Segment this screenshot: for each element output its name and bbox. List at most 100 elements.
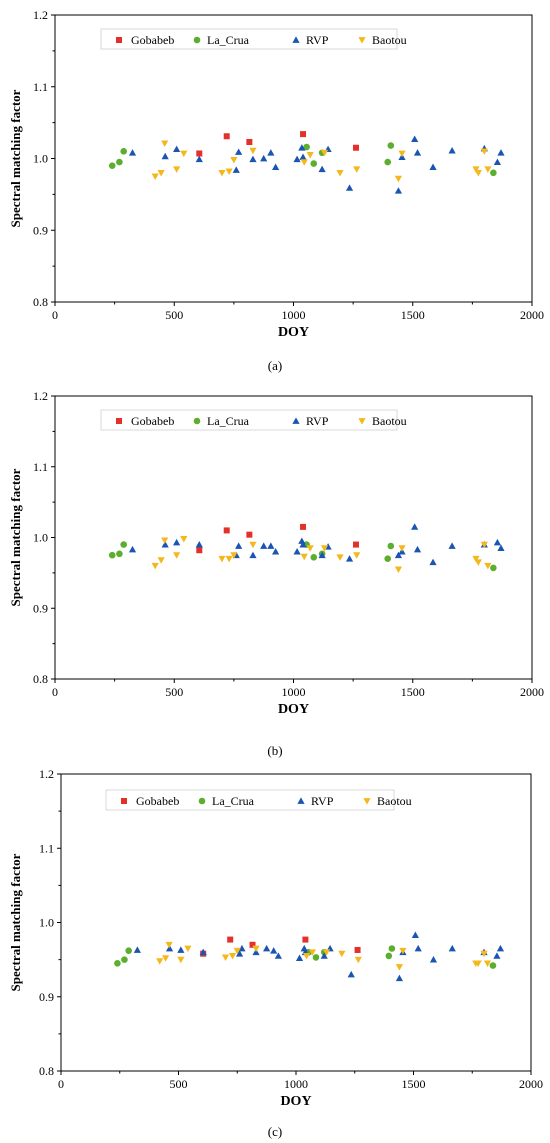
data-point-gobabeb [302, 936, 309, 943]
data-point-rvp [128, 149, 137, 156]
x-tick-label: 1500 [401, 308, 425, 322]
plot-frame [54, 395, 533, 680]
data-point-rvp [493, 952, 501, 959]
data-point-baotou [399, 947, 407, 955]
data-point-rvp [232, 166, 240, 173]
data-point-baotou [480, 148, 488, 155]
y-tick-label: 1.1 [33, 460, 48, 474]
data-point-rvp [272, 163, 280, 170]
data-point-rvp [299, 153, 307, 160]
data-point-baotou [320, 149, 329, 157]
legend-box [105, 789, 395, 811]
y-tick-label: 1.1 [39, 841, 54, 855]
data-point-baotou [230, 552, 238, 559]
data-point-baotou [233, 947, 241, 955]
y-axis-label: Spectral matching factor [8, 468, 23, 606]
data-point-la-crua [125, 947, 132, 955]
x-axis-label: DOY [280, 1094, 311, 1109]
data-point-baotou [306, 545, 314, 552]
data-point-baotou [173, 552, 181, 559]
legend-label: Baotou [372, 414, 407, 428]
legend-marker-la-crua [193, 417, 201, 425]
data-point-baotou [230, 157, 238, 164]
data-point-la-crua [490, 169, 497, 177]
data-point-la-crua [385, 952, 393, 960]
data-point-baotou [300, 159, 308, 166]
legend-label: La_Crua [212, 794, 255, 808]
y-tick-label: 1.2 [33, 8, 48, 22]
x-tick-label: 0 [58, 1077, 64, 1091]
y-tick-label: 1.0 [39, 916, 54, 930]
data-point-gobabeb [223, 133, 230, 140]
legend-marker-rvp [292, 417, 300, 424]
data-point-baotou [156, 958, 164, 965]
data-point-baotou [395, 964, 403, 971]
x-axis-label: DOY [278, 702, 309, 717]
y-tick-label: 0.8 [39, 1064, 54, 1078]
data-point-la-crua [303, 143, 310, 151]
data-point-baotou [228, 953, 237, 960]
y-tick-label: 1.0 [33, 531, 48, 545]
data-point-rvp [235, 542, 243, 549]
data-point-la-crua [116, 158, 123, 166]
data-point-rvp [429, 956, 438, 963]
data-point-rvp [300, 944, 308, 952]
data-point-rvp [429, 163, 437, 170]
data-point-baotou [336, 169, 344, 177]
chart-c: 0 500 1000 1500 2000 0.8 0.9 1.0 1.1 1.2 DOY Spectr… [8, 767, 543, 1109]
legend-marker-gobabeb [116, 37, 122, 43]
x-axis-label: DOY [278, 325, 309, 340]
data-point-rvp [298, 144, 306, 151]
data-point-gobabeb [227, 936, 234, 943]
legend-label: RVP [306, 414, 329, 428]
data-point-baotou [249, 147, 257, 155]
panel-label: (b) [267, 743, 283, 758]
panel-label: (a) [267, 358, 283, 373]
legend-label: Gobabeb [136, 794, 179, 808]
data-point-rvp [270, 947, 278, 954]
legend-marker-rvp [297, 797, 305, 804]
data-point-rvp [413, 149, 422, 156]
data-point-la-crua [120, 541, 127, 548]
data-point-baotou [221, 954, 230, 961]
y-tick-label: 0.9 [33, 601, 48, 615]
data-point-rvp [493, 158, 502, 165]
chart-panel-b: 0 500 1000 1500 2000 0.8 0.9 1.0 1.1 1.2 DOY Spectr… [0, 381, 550, 762]
data-point-la-crua [387, 142, 395, 149]
legend-marker-rvp [292, 36, 300, 43]
x-tick-label: 500 [165, 308, 183, 322]
plot-frame [60, 773, 532, 1072]
data-point-rvp [394, 187, 403, 194]
y-tick-label: 0.8 [33, 672, 48, 686]
data-point-la-crua [108, 551, 116, 559]
data-point-baotou [480, 950, 488, 958]
data-point-rvp [295, 954, 304, 962]
data-point-rvp [414, 944, 422, 952]
data-point-la-crua [384, 158, 392, 166]
data-point-baotou [472, 555, 480, 563]
data-point-rvp [249, 155, 257, 163]
data-point-gobabeb [249, 941, 256, 948]
data-point-rvp [165, 944, 174, 952]
y-tick-label: 1.0 [33, 152, 48, 166]
data-point-rvp [272, 548, 280, 555]
x-tick-label: 2000 [520, 308, 544, 322]
data-point-la-crua [310, 160, 318, 167]
data-point-la-crua [116, 550, 123, 558]
data-point-rvp [497, 544, 505, 551]
data-point-baotou [484, 562, 492, 570]
data-point-la-crua [312, 954, 320, 961]
data-point-gobabeb [246, 138, 253, 145]
data-point-rvp [320, 952, 328, 959]
data-point-rvp [299, 540, 307, 548]
data-point-baotou [322, 949, 331, 956]
y-tick-label: 0.8 [33, 295, 48, 309]
data-point-baotou [484, 166, 492, 173]
data-point-rvp [274, 952, 282, 959]
x-tick-label: 2000 [520, 685, 544, 699]
data-point-gobabeb [352, 144, 359, 151]
data-point-gobabeb [352, 541, 359, 548]
data-point-rvp [413, 545, 422, 553]
data-point-baotou [302, 953, 311, 960]
data-point-rvp [298, 537, 306, 544]
